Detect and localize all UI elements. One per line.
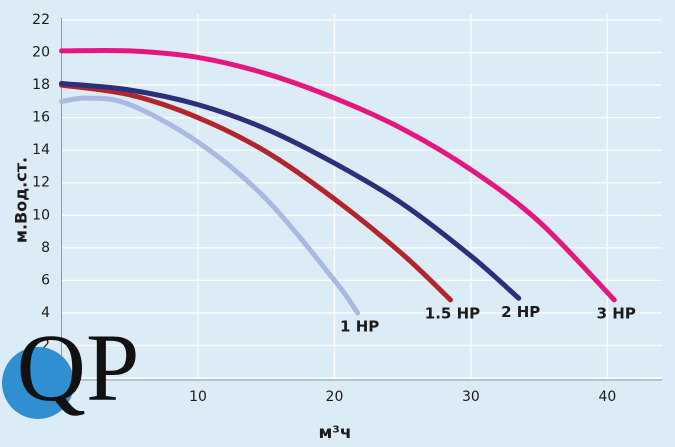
y-tick-label: 16 (32, 110, 50, 126)
logo: QP (2, 314, 139, 421)
logo-disc (2, 347, 74, 419)
y-tick-label: 2 (41, 337, 50, 353)
curve (59, 47, 617, 303)
y-tick-label: 18 (32, 77, 50, 93)
x-axis-title: м³ч (318, 423, 351, 443)
x-tick-label: 10 (189, 389, 207, 405)
y-tick-label: 22 (32, 12, 50, 28)
curve (59, 80, 522, 301)
y-tick-label: 12 (32, 175, 50, 191)
y-tick-label: 6 (41, 272, 50, 288)
series-label: 1.5 HP (425, 304, 480, 322)
y-tick-label: 10 (32, 207, 50, 223)
y-tick-label: 8 (41, 240, 50, 256)
x-tick-label: 40 (598, 389, 616, 405)
x-tick-label: 20 (326, 389, 344, 405)
curve (59, 82, 453, 303)
logo-text: QP (17, 314, 140, 421)
series-label: 1 HP (340, 317, 379, 335)
y-tick-label: 4 (41, 305, 50, 321)
series-label: 2 HP (501, 303, 540, 321)
x-tick-label: 30 (462, 389, 480, 405)
series-label: 3 HP (597, 304, 636, 322)
curve (59, 95, 361, 316)
y-tick-label: 14 (32, 142, 50, 158)
y-tick-label: 20 (32, 45, 50, 61)
y-axis-title: м.Вод.ст. (12, 157, 31, 243)
